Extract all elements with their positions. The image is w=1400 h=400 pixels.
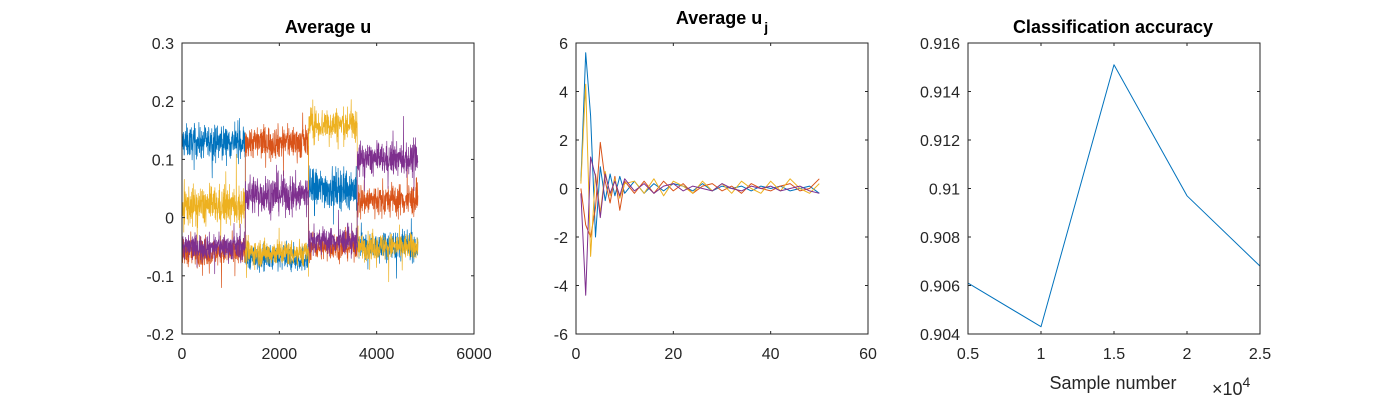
y-tick-label: 0.906	[920, 279, 960, 296]
x-tick-label: 60	[859, 346, 877, 363]
x-tick-label: 0.5	[957, 346, 979, 363]
series-line-4	[580, 156, 820, 296]
y-tick-label: 0.3	[152, 36, 174, 53]
series-line-4	[181, 115, 419, 275]
x-tick-label: 2.5	[1249, 346, 1271, 363]
axis-ticks: 0.5 1 1.5 2 2.5 0.904 0.906 0.908 0.91 0.912 0.914…	[920, 36, 1271, 363]
x-tick-label: 2000	[262, 346, 298, 363]
y-tick-label: 0.908	[920, 230, 960, 247]
y-tick-label: -0.1	[146, 269, 174, 286]
axes-box	[181, 42, 475, 335]
y-tick-label: 2	[559, 133, 568, 150]
plot-area	[580, 52, 820, 296]
y-tick-label: 0.912	[920, 133, 960, 150]
y-tick-label: 0.904	[920, 327, 960, 344]
panel-classification-accuracy: Classification accuracy 0.5 1 1.5 2 2.5 0.904…	[920, 17, 1271, 399]
y-tick-label: -6	[554, 327, 568, 344]
series-line-1	[967, 64, 1261, 328]
y-tick-label: -2	[554, 230, 568, 247]
x-tick-label: 20	[664, 346, 682, 363]
x-axis-multiplier: ×104	[1212, 374, 1251, 399]
y-tick-label: 6	[559, 36, 568, 53]
x-tick-label: 1.5	[1103, 346, 1125, 363]
y-tick-label: 0	[559, 182, 568, 199]
series-line-3	[181, 99, 419, 283]
x-tick-label: 1	[1037, 346, 1046, 363]
y-tick-label: -0.2	[146, 327, 174, 344]
x-tick-label: 6000	[456, 346, 492, 363]
x-tick-label: 2	[1183, 346, 1192, 363]
x-tick-label: 0	[572, 346, 581, 363]
y-tick-label: -4	[554, 279, 568, 296]
x-tick-label: 0	[178, 346, 187, 363]
y-tick-label: 0.914	[920, 85, 960, 102]
axis-ticks: 0 20 40 60 -6 -4 -2 0 2 4 6	[554, 36, 877, 363]
series-line-3	[580, 83, 820, 257]
y-tick-label: 0	[165, 211, 174, 228]
x-multiplier-base: ×10	[1212, 379, 1243, 399]
axis-ticks: 0 2000 4000 6000 -0.2 -0.1 0 0.1 0.2 0.3	[146, 36, 491, 363]
chart-title-subscript: j	[763, 19, 768, 35]
panel-average-u: Average u 0 2000 4000 6000 -0.2 -0.1 0 0.1 0.2 0.…	[146, 17, 491, 363]
series-line-1	[580, 52, 820, 238]
x-tick-label: 4000	[359, 346, 395, 363]
axes-box	[967, 42, 1261, 335]
x-axis-label: Sample number	[1049, 373, 1176, 393]
plot-area	[181, 99, 419, 288]
series-line-2	[181, 112, 419, 288]
y-tick-label: 0.2	[152, 94, 174, 111]
plot-area	[967, 64, 1261, 328]
y-tick-label: 4	[559, 85, 568, 102]
x-tick-label: 40	[762, 346, 780, 363]
x-multiplier-exponent: 4	[1243, 374, 1251, 390]
y-tick-label: 0.916	[920, 36, 960, 53]
chart-title: Average u	[285, 17, 371, 37]
y-tick-label: 0.91	[929, 182, 960, 199]
y-tick-label: 0.1	[152, 152, 174, 169]
chart-title: Classification accuracy	[1013, 17, 1213, 37]
axes-box	[575, 42, 869, 335]
chart-title-main: Average u	[676, 8, 762, 28]
